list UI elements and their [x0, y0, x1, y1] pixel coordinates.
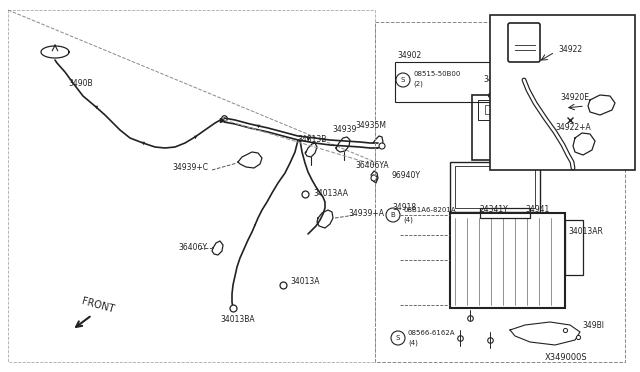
Text: 34013AA: 34013AA: [313, 189, 348, 198]
Text: 08B1A6-8201A: 08B1A6-8201A: [403, 207, 456, 213]
Text: 34939+A: 34939+A: [348, 208, 384, 218]
Bar: [485, 105, 493, 114]
Bar: [395, 62, 500, 102]
Text: 3490B: 3490B: [68, 78, 93, 87]
Bar: [450, 162, 540, 212]
Text: 34013AR: 34013AR: [568, 228, 603, 237]
Text: 34939: 34939: [332, 125, 356, 135]
Bar: [490, 15, 635, 170]
Text: 34920E: 34920E: [560, 93, 589, 103]
Circle shape: [391, 331, 405, 345]
Text: 34941: 34941: [525, 205, 549, 215]
Text: S: S: [401, 77, 405, 83]
Text: 36406YA: 36406YA: [355, 160, 388, 170]
Text: 34910: 34910: [510, 28, 534, 36]
Text: B: B: [390, 212, 396, 218]
Text: 34932N: 34932N: [483, 76, 513, 84]
Text: 34013A: 34013A: [290, 278, 319, 286]
Text: (4): (4): [408, 340, 418, 346]
Bar: [455, 166, 535, 208]
Circle shape: [386, 208, 400, 222]
Text: 24341Y: 24341Y: [480, 205, 509, 215]
Text: 349BI: 349BI: [582, 321, 604, 330]
Text: 96940Y: 96940Y: [392, 170, 421, 180]
Text: (4): (4): [403, 217, 413, 223]
Bar: [565, 220, 583, 275]
Bar: [513, 105, 521, 114]
Circle shape: [379, 143, 385, 149]
Bar: [472, 95, 537, 160]
Text: 34918: 34918: [392, 202, 416, 212]
Text: 36406Y: 36406Y: [178, 244, 207, 253]
Text: 34922: 34922: [558, 45, 582, 55]
Text: 34935M: 34935M: [355, 122, 386, 131]
Bar: [478, 100, 530, 120]
Circle shape: [396, 73, 410, 87]
Text: 34922+A: 34922+A: [555, 124, 591, 132]
Text: (2): (2): [413, 81, 423, 87]
Text: 34013BA: 34013BA: [220, 315, 255, 324]
Bar: [500, 105, 508, 114]
Text: FRONT: FRONT: [80, 296, 115, 314]
Text: 34939+C: 34939+C: [172, 163, 208, 171]
Text: 34902: 34902: [397, 51, 421, 60]
Text: 34013B: 34013B: [297, 135, 326, 144]
Bar: [450, 213, 565, 308]
Bar: [480, 208, 530, 218]
Circle shape: [371, 175, 377, 181]
Text: X349000S: X349000S: [545, 353, 588, 362]
Text: S: S: [396, 335, 400, 341]
Text: 08566-6162A: 08566-6162A: [408, 330, 456, 336]
Text: 08515-50B00: 08515-50B00: [413, 71, 460, 77]
